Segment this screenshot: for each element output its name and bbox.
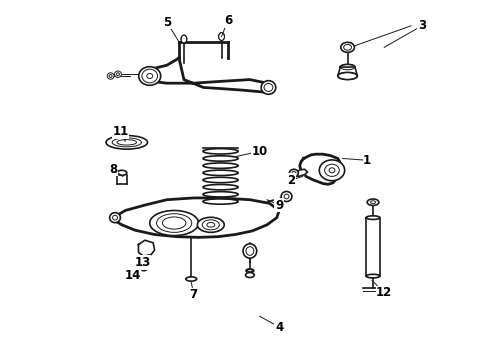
Ellipse shape	[197, 217, 224, 232]
Ellipse shape	[186, 277, 196, 281]
Text: 14: 14	[124, 269, 141, 282]
Text: 5: 5	[163, 16, 171, 29]
Text: 4: 4	[275, 320, 283, 333]
Text: 6: 6	[224, 14, 232, 27]
Polygon shape	[139, 240, 155, 256]
Polygon shape	[294, 169, 308, 176]
Polygon shape	[143, 58, 272, 92]
Polygon shape	[366, 218, 380, 276]
Ellipse shape	[117, 170, 127, 175]
Ellipse shape	[140, 263, 148, 271]
Ellipse shape	[367, 199, 379, 206]
Text: 7: 7	[190, 288, 198, 301]
Ellipse shape	[366, 216, 380, 220]
Ellipse shape	[139, 67, 161, 85]
Ellipse shape	[107, 73, 114, 79]
Text: 13: 13	[134, 256, 150, 269]
Ellipse shape	[246, 269, 254, 273]
Polygon shape	[113, 198, 279, 237]
Text: 10: 10	[251, 145, 268, 158]
Text: 8: 8	[109, 163, 117, 176]
Ellipse shape	[219, 33, 224, 41]
Polygon shape	[300, 154, 343, 184]
Ellipse shape	[243, 244, 257, 258]
Ellipse shape	[245, 273, 254, 278]
Ellipse shape	[290, 169, 298, 177]
Ellipse shape	[150, 211, 198, 235]
Ellipse shape	[319, 160, 344, 181]
Text: 3: 3	[418, 19, 426, 32]
Ellipse shape	[261, 81, 276, 94]
Ellipse shape	[106, 135, 147, 149]
Ellipse shape	[115, 71, 122, 77]
Text: 11: 11	[112, 125, 128, 138]
Polygon shape	[338, 67, 357, 76]
Ellipse shape	[281, 192, 292, 202]
Ellipse shape	[338, 72, 357, 80]
Text: 12: 12	[376, 287, 392, 300]
Ellipse shape	[366, 274, 380, 278]
Ellipse shape	[110, 213, 121, 223]
Text: 1: 1	[363, 154, 371, 167]
Text: 2: 2	[287, 174, 295, 186]
Ellipse shape	[341, 42, 354, 52]
Text: 9: 9	[275, 199, 283, 212]
Ellipse shape	[340, 64, 355, 70]
Ellipse shape	[181, 35, 187, 43]
